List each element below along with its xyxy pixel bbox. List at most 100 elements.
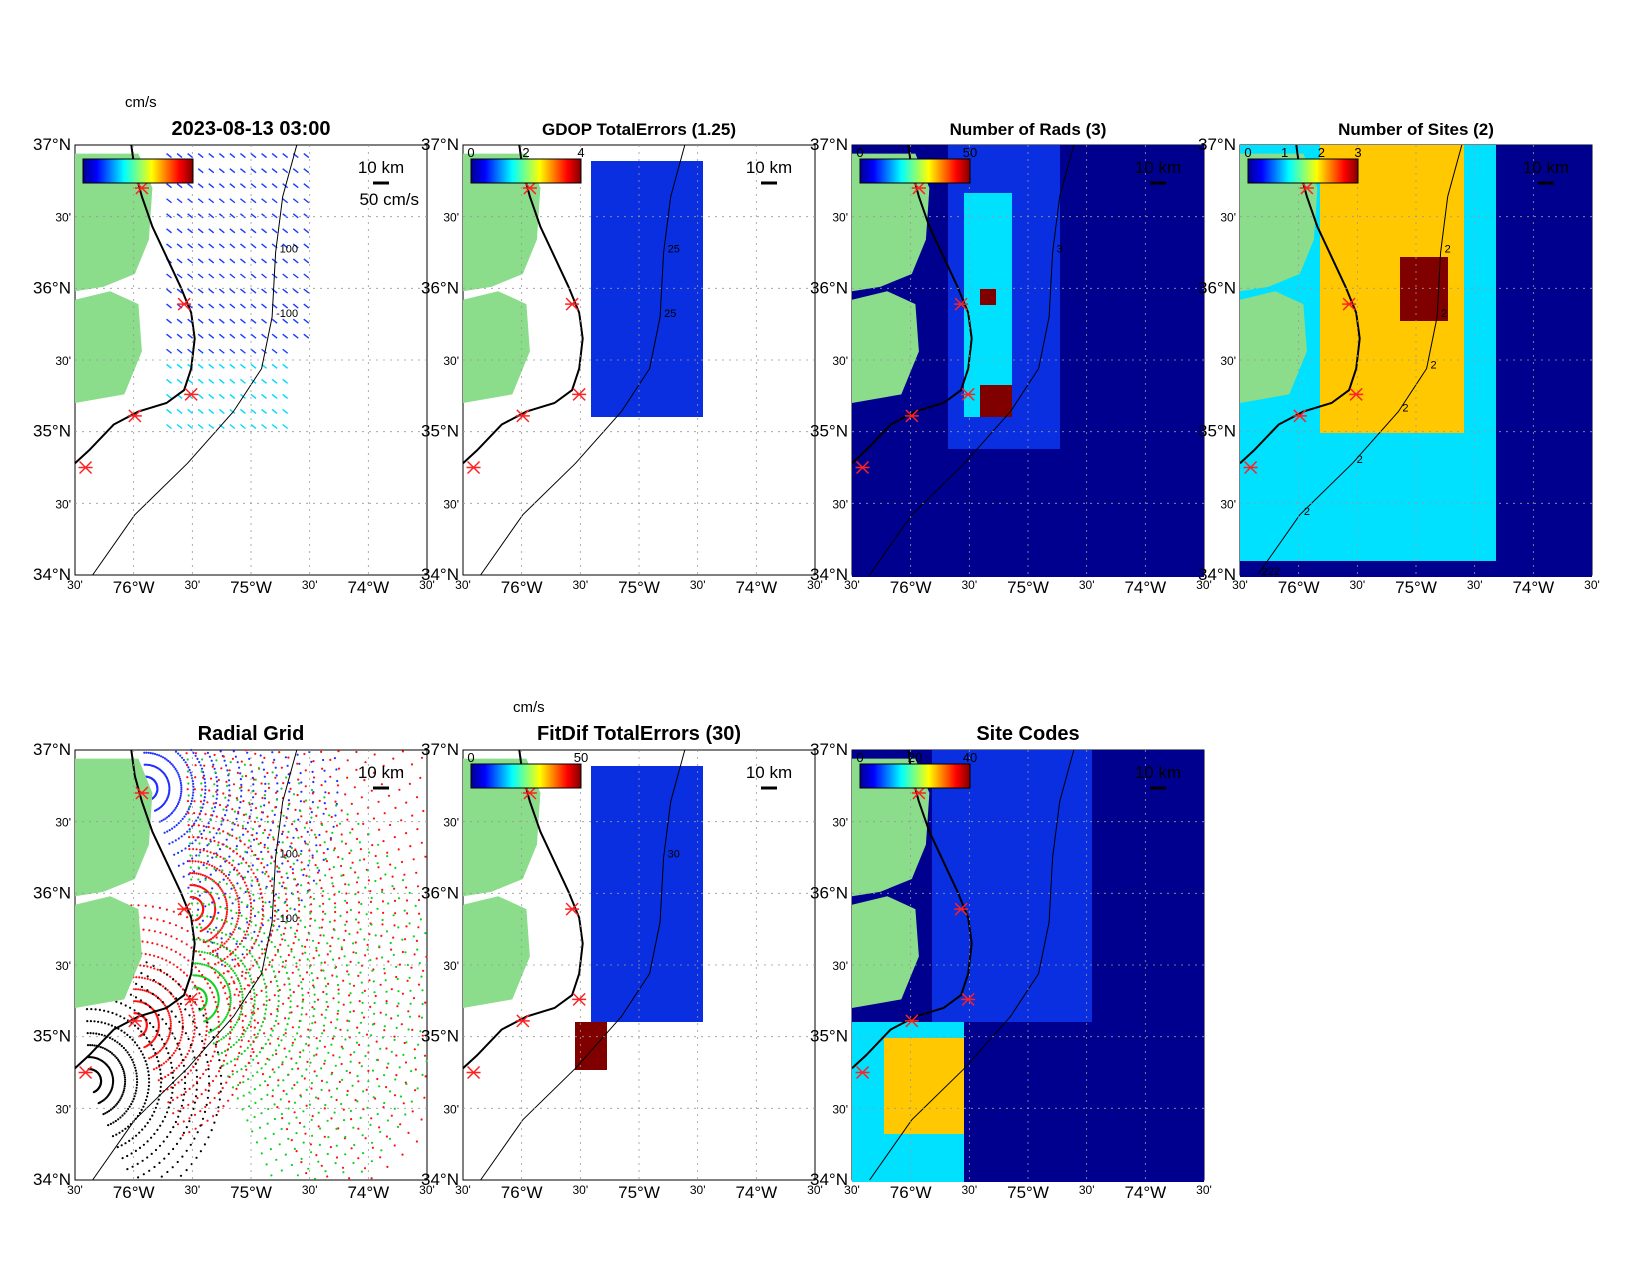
colorbar-tick-label: 2 [522,145,529,160]
lon-tick-label: 76°W [890,1183,932,1202]
depth-contour [480,144,686,576]
lat-tick-label: 30' [443,959,459,973]
lon-tick-label: 30' [302,578,318,592]
lat-tick-label: 30' [443,211,459,225]
colorbar [82,158,194,184]
colorbar-tick-label: 20 [908,750,922,765]
lat-tick-label: 35°N [1198,422,1236,441]
lon-tick-label: 76°W [501,1183,543,1202]
lat-tick-label: 37°N [421,740,459,759]
land-south [75,896,142,1008]
data-field [575,766,703,1070]
lat-tick-label: 34°N [33,1170,71,1189]
lat-tick-label: 30' [1220,497,1236,511]
lat-tick-label: 30' [832,211,848,225]
lon-tick-label: 30' [1584,578,1600,592]
land-north [75,153,153,292]
lon-tick-label: 30' [1467,578,1483,592]
land-north [75,758,153,897]
colorbar-tick-label: 3 [1354,145,1361,160]
lat-tick-label: 37°N [810,740,848,759]
colorbar-tick-label: 0 [856,145,863,160]
depth-contour [1257,144,1463,576]
lat-tick-label: 35°N [421,422,459,441]
lat-tick-label: 34°N [421,1170,459,1189]
lon-tick-label: 75°W [1007,1183,1049,1202]
lat-tick-label: 34°N [810,1170,848,1189]
site-marker [184,387,199,401]
lat-tick-label: 37°N [810,135,848,154]
lon-tick-label: 30' [419,1183,435,1197]
lon-tick-label: 30' [67,1183,83,1197]
land-north [852,153,930,292]
land-south [75,291,142,403]
colorbar-tick-label: 4 [577,145,584,160]
lon-tick-label: 75°W [230,578,272,597]
lat-tick-label: 30' [443,497,459,511]
colorbar-tick-label: 1 [1281,145,1288,160]
lat-tick-label: 36°N [421,883,459,902]
contour-label: 100 [280,244,298,256]
site-marker [565,902,580,916]
lon-tick-label: 30' [807,1183,823,1197]
coastline [74,749,196,1069]
colorbar [1247,158,1359,184]
colorbar-tick-label: 0 [856,750,863,765]
depth-contour [869,749,1075,1181]
lat-tick-label: 34°N [1198,565,1236,584]
land-north [463,153,541,292]
lat-tick-label: 35°N [810,1027,848,1046]
graticule [463,145,815,575]
graticule [852,145,1204,575]
lon-tick-label: 30' [455,578,471,592]
lon-tick-label: 30' [185,1183,201,1197]
scale-bar-label: 10 km [746,158,792,177]
contour-label: 2 [1304,506,1310,518]
lon-tick-label: 30' [962,1183,978,1197]
land-south [1240,291,1307,403]
site-marker [565,297,580,311]
lat-tick-label: 37°N [1198,135,1236,154]
scale-bar-label: 10 km [1135,158,1181,177]
contour-label: -100 [276,913,298,925]
lat-tick-label: 37°N [421,135,459,154]
lon-tick-label: 74°W [347,578,389,597]
lon-tick-label: 30' [1079,578,1095,592]
lon-tick-label: 30' [844,578,860,592]
contour-label: -100 [276,308,298,320]
graticule [75,145,427,575]
lon-tick-label: 30' [67,578,83,592]
land-north [463,758,541,897]
lon-tick-label: 75°W [618,578,660,597]
lat-tick-label: 35°N [33,1027,71,1046]
panel-title: Number of Sites (2) [1338,120,1494,139]
lat-tick-label: 30' [832,816,848,830]
current-vectors [166,153,310,430]
site-marker [134,786,149,800]
lat-tick-label: 36°N [33,278,71,297]
land-south [463,896,530,1008]
contour-label: 2 [1445,244,1451,256]
lat-tick-label: 35°N [810,422,848,441]
contour-label: 30 [668,849,680,861]
colorbar-tick-label: 0 [1244,145,1251,160]
graticule [852,750,1204,1180]
lon-tick-label: 30' [1079,1183,1095,1197]
depth-contour [480,749,686,1181]
panel-title: 2023-08-13 03:00 [171,118,330,140]
panel-title: Number of Rads (3) [950,120,1107,139]
panel-title: Radial Grid [198,723,305,745]
radial-grid-dots [84,748,428,1180]
lat-tick-label: 30' [55,959,71,973]
colorbar [859,158,971,184]
lon-tick-label: 30' [573,1183,589,1197]
colorbar-tick-label: 2 [1318,145,1325,160]
lon-tick-label: 74°W [735,1183,777,1202]
colorbar-tick-label: 0 [467,750,474,765]
lat-tick-label: 36°N [810,278,848,297]
coastline [74,144,196,464]
site-marker [904,409,919,423]
lat-tick-label: 36°N [421,278,459,297]
site-marker [1342,297,1357,311]
